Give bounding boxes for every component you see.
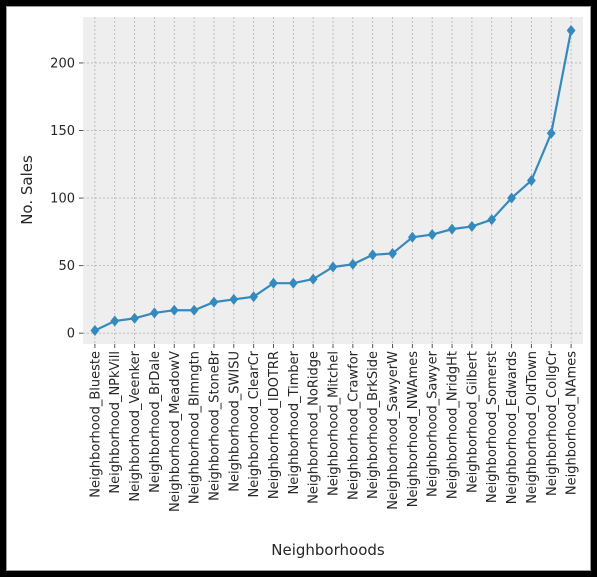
data-points (90, 24, 576, 337)
data-point (407, 231, 417, 243)
x-tick-label: Neighborhood_Mitchel (327, 351, 342, 496)
x-tick-label: Neighborhood_Crawfor (346, 350, 361, 500)
y-tick-label: 0 (67, 327, 75, 342)
data-point (249, 291, 259, 303)
data-point (268, 277, 278, 289)
x-tick-label: Neighborhood_NAmes (565, 351, 580, 495)
x-tick-label: Neighborhood_Timber (287, 350, 302, 494)
data-point (288, 277, 298, 289)
data-point (487, 214, 497, 226)
x-axis-label: Neighborhoods (271, 541, 385, 559)
data-point (427, 228, 437, 241)
x-tick-label: Neighborhood_NPkVill (108, 351, 123, 494)
x-tick-label: Neighborhood_NWAmes (406, 351, 421, 507)
data-point (388, 247, 398, 260)
data-point (169, 304, 179, 316)
data-point (130, 312, 140, 324)
data-point (149, 307, 159, 319)
data-point (467, 220, 477, 233)
x-tick-label: Neighborhood_Edwards (505, 351, 520, 504)
x-tick-label: Neighborhood_ClearCr (247, 350, 262, 497)
x-tick-label: Neighborhood_Somerst (485, 351, 500, 503)
x-tick-label: Neighborhood_NridgHt (446, 351, 461, 499)
data-point (348, 258, 358, 270)
x-ticks: Neighborhood_Blueste Neighborhood_NPkVill… (88, 344, 580, 512)
x-tick-label: Neighborhood_Blueste (88, 351, 103, 498)
data-point (447, 223, 457, 235)
y-tick-label: 50 (58, 259, 75, 274)
y-ticks: 0 50 100 150 200 (50, 56, 83, 342)
data-point (546, 127, 556, 139)
x-tick-label: Neighborhood_SWISU (227, 351, 242, 492)
data-point (110, 315, 120, 327)
x-tick-label: Neighborhood_BrkSide (366, 351, 381, 499)
x-tick-label: Neighborhood_Veenker (128, 350, 143, 501)
y-tick-label: 150 (50, 124, 75, 139)
x-tick-label: Neighborhood_IDOTRR (267, 351, 282, 499)
x-tick-label: Neighborhood_NoRidge (307, 351, 322, 504)
x-tick-label: Neighborhood_Gilbert (465, 351, 480, 493)
x-tick-label: Neighborhood_StoneBr (207, 350, 222, 501)
data-point (566, 24, 576, 37)
data-point (229, 293, 239, 306)
data-point (90, 324, 100, 337)
data-point (189, 304, 199, 316)
data-point (368, 249, 378, 261)
x-tick-label: Neighborhood_Sawyer (426, 350, 441, 497)
data-point (328, 261, 338, 273)
x-tick-label: Neighborhood_MeadowV (168, 351, 183, 512)
x-tick-label: Neighborhood_SawyerW (386, 351, 401, 510)
x-tick-label: Neighborhood_OldTown (525, 351, 540, 504)
y-tick-label: 200 (50, 56, 75, 71)
x-tick-label: Neighborhood_BrDale (148, 351, 163, 493)
data-point (209, 296, 219, 308)
x-tick-label: Neighborhood_CollgCr (545, 350, 560, 496)
data-point (308, 273, 318, 285)
grid-lines (83, 17, 583, 344)
y-axis-label: No. Sales (18, 155, 36, 225)
data-point (507, 192, 517, 204)
figure-frame: 0 50 100 150 200 Neighborhood_Blueste Neighbo… (6, 6, 591, 571)
data-point (526, 174, 536, 187)
y-tick-label: 100 (50, 192, 75, 207)
x-tick-label: Neighborhood_Blmngtn (188, 351, 203, 504)
